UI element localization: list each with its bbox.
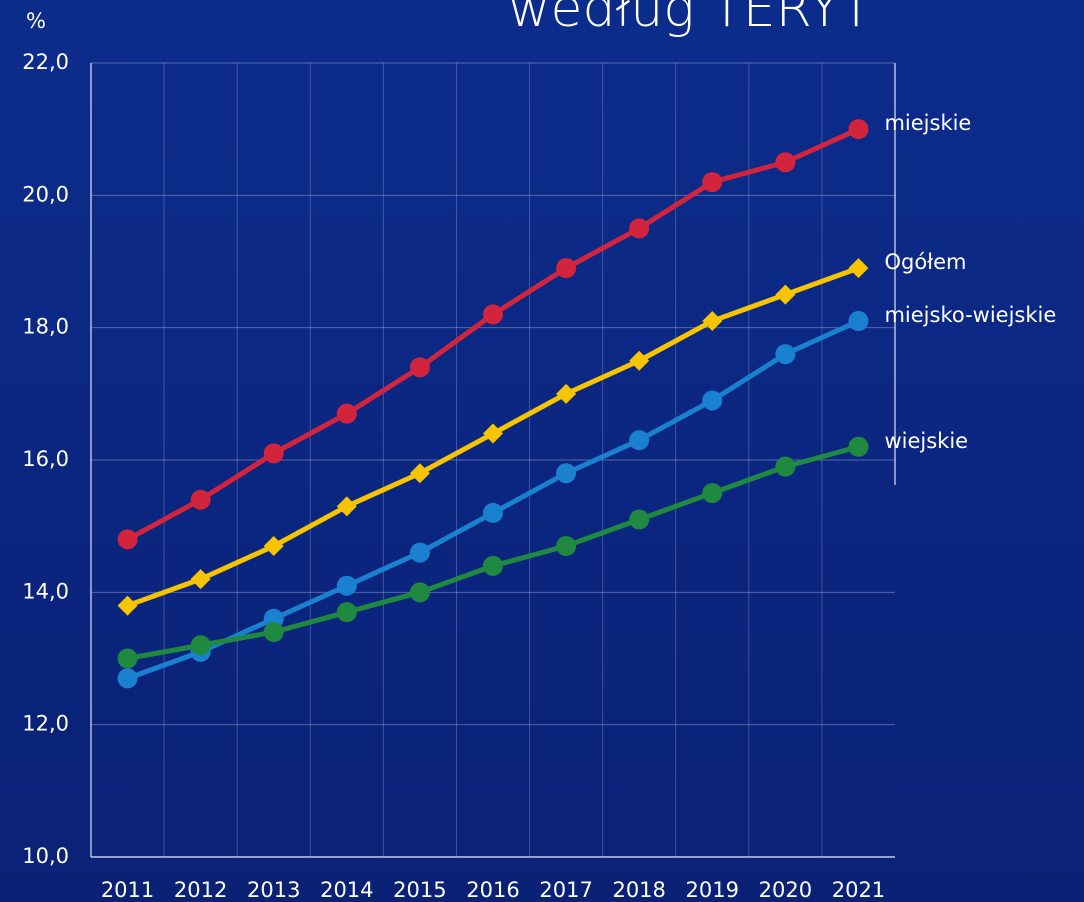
marker (263, 536, 284, 557)
marker (190, 489, 211, 510)
chart-title: według TERYT (508, 0, 872, 39)
x-tick-label: 2017 (539, 878, 592, 902)
marker (702, 483, 723, 504)
x-tick-label: 2012 (174, 878, 227, 902)
marker (775, 456, 796, 477)
x-tick-label: 2011 (101, 878, 154, 902)
series-label: miejskie (884, 111, 971, 135)
marker (629, 218, 650, 239)
marker (117, 668, 138, 689)
marker (702, 390, 723, 411)
marker (702, 311, 723, 332)
marker (556, 258, 577, 279)
y-tick-label: 10,0 (22, 844, 69, 868)
marker (190, 635, 211, 656)
series-label: miejsko-wiejskie (884, 303, 1056, 327)
marker (190, 569, 211, 590)
x-tick-label: 2015 (393, 878, 446, 902)
x-tick-label: 2018 (612, 878, 665, 902)
marker (556, 536, 577, 557)
y-axis-label: % (26, 9, 46, 33)
y-tick-label: 12,0 (22, 712, 69, 736)
marker (409, 542, 430, 563)
y-tick-label: 16,0 (22, 447, 69, 471)
marker (848, 436, 869, 457)
marker (117, 529, 138, 550)
x-tick-label: 2013 (247, 878, 300, 902)
y-tick-label: 14,0 (22, 579, 69, 603)
marker (629, 430, 650, 451)
marker (117, 595, 138, 616)
marker (483, 423, 503, 444)
x-tick-label: 2019 (686, 878, 739, 902)
marker (409, 463, 430, 484)
marker (483, 304, 503, 325)
marker (483, 502, 503, 523)
marker (629, 509, 650, 530)
marker (336, 575, 357, 596)
marker (629, 350, 650, 371)
marker (336, 602, 357, 623)
marker (483, 555, 503, 576)
marker (556, 383, 577, 404)
y-tick-label: 18,0 (22, 315, 69, 339)
marker (702, 172, 723, 193)
x-tick-label: 2016 (466, 878, 519, 902)
x-tick-label: 2021 (832, 878, 885, 902)
x-tick-label: 2014 (320, 878, 373, 902)
y-tick-label: 20,0 (22, 182, 69, 206)
marker (409, 357, 430, 378)
y-tick-label: 22,0 (22, 50, 69, 74)
marker (848, 258, 869, 279)
marker (775, 284, 796, 305)
marker (336, 496, 357, 517)
marker (117, 648, 138, 669)
x-tick-label: 2020 (759, 878, 812, 902)
series-label: Ogółem (884, 250, 966, 274)
marker (556, 463, 577, 484)
marker (775, 344, 796, 365)
marker (263, 443, 284, 464)
marker (336, 403, 357, 424)
series-label: wiejskie (884, 429, 968, 453)
marker (848, 311, 869, 332)
marker (848, 119, 869, 140)
marker (409, 582, 430, 603)
marker (775, 152, 796, 173)
marker (263, 622, 284, 643)
